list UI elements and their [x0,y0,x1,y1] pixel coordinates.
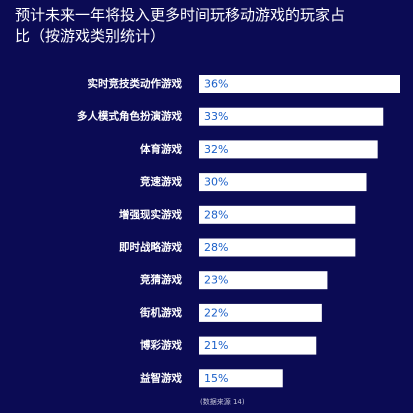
category-label: 街机游戏 [139,306,182,319]
bar-row: 即时战略游戏 28% [119,238,356,257]
chart-title: 预计未来一年将投入更多时间玩移动游戏的玩家占比（按游戏类别统计） [15,6,346,45]
bar-row: 实时竞技类动作游戏 36% [88,75,400,93]
value-label: 32% [204,143,228,156]
bar-row: 街机游戏 22% [139,303,322,322]
bar-row: 多人模式角色扮演游戏 33% [77,107,384,126]
category-label: 增强现实游戏 [119,208,182,221]
bar [199,140,378,159]
category-label: 实时竞技类动作游戏 [88,77,183,90]
category-label: 多人模式角色扮演游戏 [77,110,182,123]
value-label: 21% [204,339,228,352]
value-label: 28% [204,208,228,221]
value-label: 23% [204,274,228,287]
value-label: 30% [204,176,228,189]
bar-row: 竞速游戏 30% [140,173,367,192]
bar [199,369,283,388]
value-label: 22% [204,306,228,319]
bar [199,107,384,126]
bar [199,173,367,192]
bar-row: 增强现实游戏 28% [119,205,356,224]
value-label: 33% [204,110,228,123]
bar [199,303,322,322]
bar-row: 体育游戏 32% [140,140,378,159]
bar [199,75,400,93]
value-label: 28% [204,241,228,254]
bar-row: 竞猜游戏 23% [140,271,328,290]
bar-row: 博彩游戏 21% [140,336,317,355]
value-label: 36% [204,78,228,91]
source-note: (数据来源 14) [200,398,245,406]
bar [199,336,317,355]
category-label: 益智游戏 [140,371,182,384]
bar [199,205,356,224]
value-label: 15% [204,372,228,385]
bar-row: 益智游戏 15% [140,369,283,388]
category-label: 博彩游戏 [140,339,182,352]
category-label: 竞速游戏 [140,175,182,188]
category-label: 竞猜游戏 [140,273,182,286]
bar [199,271,328,290]
category-label: 体育游戏 [140,142,182,155]
bar [199,238,356,257]
category-label: 即时战略游戏 [119,241,182,254]
